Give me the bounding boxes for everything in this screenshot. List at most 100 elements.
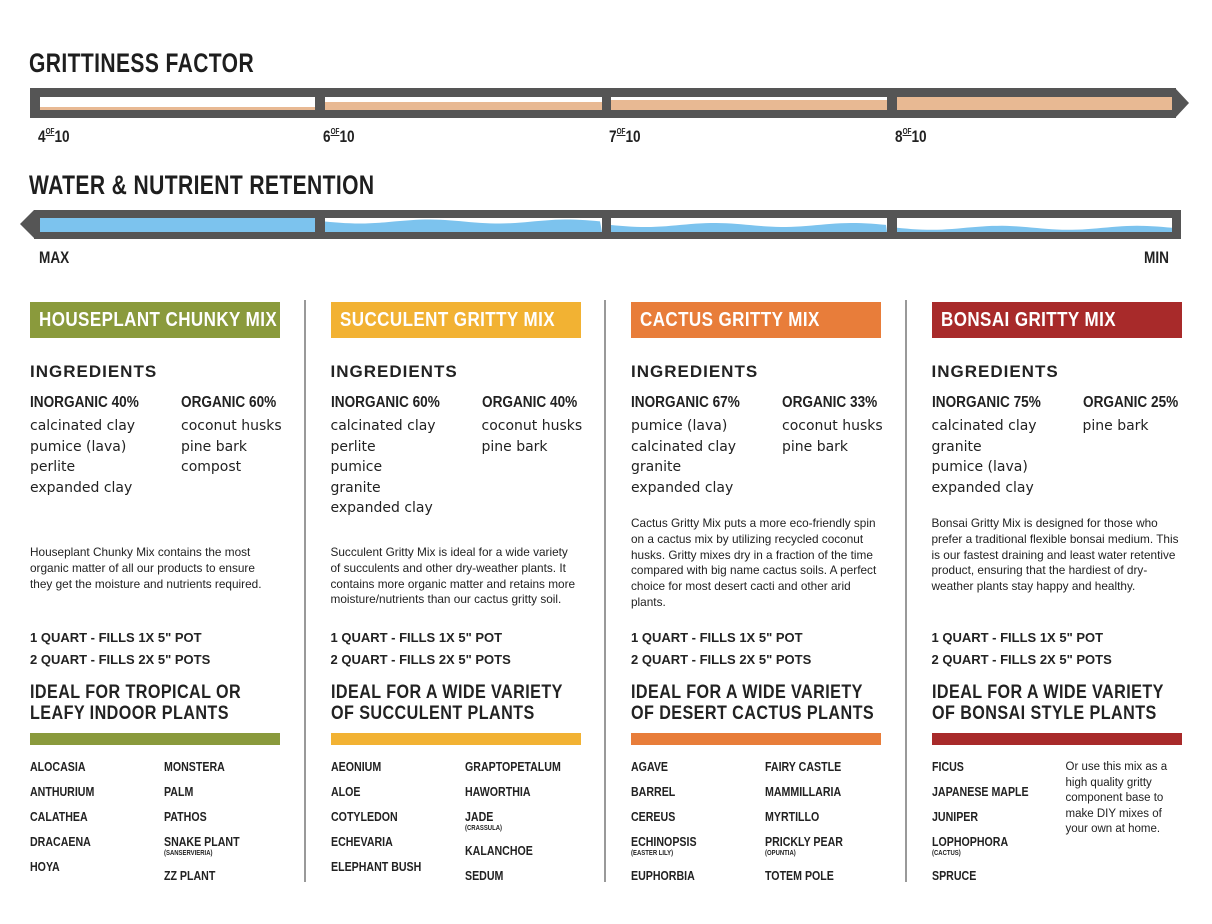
plant-item: ECHINOPSIS (EASTER LILY) (631, 835, 697, 869)
plant-name: PATHOS (164, 810, 207, 824)
ingredient-item: calcinated clay (931, 418, 1037, 434)
inorganic-heading: INORGANIC 40% (30, 394, 139, 411)
mix-header: BONSAI GRITTY MIX (931, 302, 1182, 338)
plant-item: ECHEVARIA (331, 835, 421, 860)
mix-name: SUCCULENT GRITTY MIX (339, 309, 555, 331)
mix-header: HOUSEPLANT CHUNKY MIX (30, 302, 280, 338)
plant-name: DRACAENA (30, 835, 91, 849)
mix-header: SUCCULENT GRITTY MIX (330, 302, 581, 338)
grit-label: 4OF10 (38, 127, 70, 147)
ingredient-item: expanded clay (30, 479, 133, 496)
ingredient-item: calcinated clay (330, 418, 436, 434)
grit-segment (40, 97, 315, 110)
ingredient-item: pine bark (481, 438, 548, 455)
quart-1: 1 QUART - FILLS 1X 5" POT (631, 630, 803, 645)
mix-description: Bonsai Gritty Mix is designed for those … (931, 516, 1179, 594)
ingredient-item: perlite (330, 438, 376, 455)
inorganic-list: calcinated clay perlite pumice granite expan… (331, 416, 436, 519)
mix-header: CACTUS GRITTY MIX (631, 302, 881, 338)
organic-heading: ORGANIC 40% (481, 394, 577, 411)
grit-of: OF (902, 127, 912, 136)
color-bar (330, 733, 581, 745)
quart-2: 2 QUART - FILLS 2X 5" POTS (330, 652, 511, 667)
retention-segment (325, 218, 602, 232)
retention-fill (897, 225, 1172, 232)
grit-of: OF (330, 127, 340, 136)
quart-info: 1 QUART - FILLS 1X 5" POT 2 QUART - FILLS… (30, 627, 210, 671)
plant-item: PATHOS (164, 810, 240, 835)
retention-min-label: MIN (1144, 248, 1169, 267)
plant-subname: (SANSERVIERIA) (164, 850, 213, 857)
retention-segment (40, 218, 315, 232)
plant-name: ECHEVARIA (330, 835, 393, 849)
plant-name: SEDUM (464, 869, 503, 883)
quart-1: 1 QUART - FILLS 1X 5" POT (330, 630, 503, 645)
ingredients-heading: INGREDIENTS (30, 362, 158, 381)
retention-title: WATER & NUTRIENT RETENTION (29, 170, 375, 200)
mix-column: CACTUS GRITTY MIX INGREDIENTS INORGANIC 67… (631, 302, 883, 883)
plant-item: SNAKE PLANT (SANSERVIERIA) (164, 835, 240, 869)
plant-list: GRAPTOPETALUM HAWORTHIA JADE (CRASSULA) KALA… (465, 760, 578, 894)
plant-item: CEREUS (631, 810, 697, 835)
color-bar (30, 733, 280, 745)
plant-name: MYRTILLO (765, 810, 820, 824)
ideal-line: IDEAL FOR A WIDE VARIETY (931, 682, 1164, 703)
ingredient-item: pumice (lava) (631, 418, 728, 434)
plant-list: AGAVE BARREL CEREUS ECHINOPSIS (EASTER LILY)… (631, 760, 708, 894)
plant-name: ELEPHANT BUSH (330, 860, 421, 874)
mix-description: Houseplant Chunky Mix contains the most … (30, 545, 262, 591)
plant-name: SNAKE PLANT (164, 835, 240, 849)
ingredient-item: calcinated clay (631, 438, 737, 455)
ingredients-heading: INGREDIENTS (931, 362, 1059, 381)
ideal-line: IDEAL FOR TROPICAL OR (30, 682, 242, 703)
plant-list: FICUS JAPANESE MAPLE JUNIPER LOPHOPHORA (CAC… (932, 760, 1046, 894)
ideal-line: OF DESERT CACTUS PLANTS (631, 703, 875, 724)
grit-label: 8OF10 (895, 127, 927, 147)
grit-fill (611, 99, 887, 110)
plant-name: LOPHOPHORA (931, 835, 1008, 849)
plant-item: SPRUCE (932, 869, 1029, 894)
inorganic-heading: INORGANIC 67% (631, 394, 740, 411)
plant-item: AEONIUM (331, 760, 421, 785)
plant-name: CALATHEA (30, 810, 88, 824)
ingredient-item: coconut husks (181, 418, 282, 434)
plant-item: HAWORTHIA (465, 785, 561, 810)
plant-item: SEDUM (465, 869, 561, 894)
grit-fill (40, 107, 315, 110)
plant-subname: (EASTER LILY) (631, 850, 674, 857)
grit-max: 10 (911, 127, 927, 146)
organic-list: coconut husks pine bark compost (181, 416, 282, 478)
organic-list: coconut husks pine bark (482, 416, 583, 457)
ingredient-item: granite (931, 438, 982, 455)
color-bar (931, 733, 1182, 745)
organic-list: coconut husks pine bark (782, 416, 883, 457)
retention-fill (40, 218, 315, 232)
plant-list: MONSTERA PALM PATHOS SNAKE PLANT (SANSERVIER… (164, 760, 253, 894)
plant-name: ANTHURIUM (30, 785, 95, 799)
ingredient-item: expanded clay (631, 479, 734, 496)
plant-item: MYRTILLO (765, 810, 843, 835)
grit-of: OF (616, 127, 626, 136)
plant-item: COTYLEDON (331, 810, 421, 835)
grit-max: 10 (625, 127, 641, 146)
inorganic-list: calcinated clay granite pumice (lava) expan… (932, 416, 1037, 498)
ingredients-heading: INGREDIENTS (631, 362, 759, 381)
quart-2: 2 QUART - FILLS 2X 5" POTS (631, 652, 812, 667)
ingredient-item: expanded clay (931, 479, 1034, 496)
color-bar (631, 733, 881, 745)
retention-segment (611, 218, 887, 232)
grit-of: OF (45, 127, 55, 136)
quart-1: 1 QUART - FILLS 1X 5" POT (30, 630, 202, 645)
ideal-line: LEAFY INDOOR PLANTS (30, 703, 229, 724)
plant-subname: (OPUNTIA) (765, 850, 796, 857)
column-divider (304, 300, 306, 882)
plant-name: PRICKLY PEAR (765, 835, 843, 849)
grit-segment (611, 97, 887, 110)
plant-item: FICUS (932, 760, 1029, 785)
diy-note: Or use this mix as a high quality gritty… (1065, 761, 1168, 835)
grittiness-title: GRITTINESS FACTOR (29, 48, 255, 78)
quart-info: 1 QUART - FILLS 1X 5" POT 2 QUART - FILLS… (631, 627, 811, 671)
ingredient-item: pine bark (181, 438, 248, 455)
ingredient-item: pine bark (1082, 418, 1149, 434)
grit-value: 8 (895, 127, 903, 146)
